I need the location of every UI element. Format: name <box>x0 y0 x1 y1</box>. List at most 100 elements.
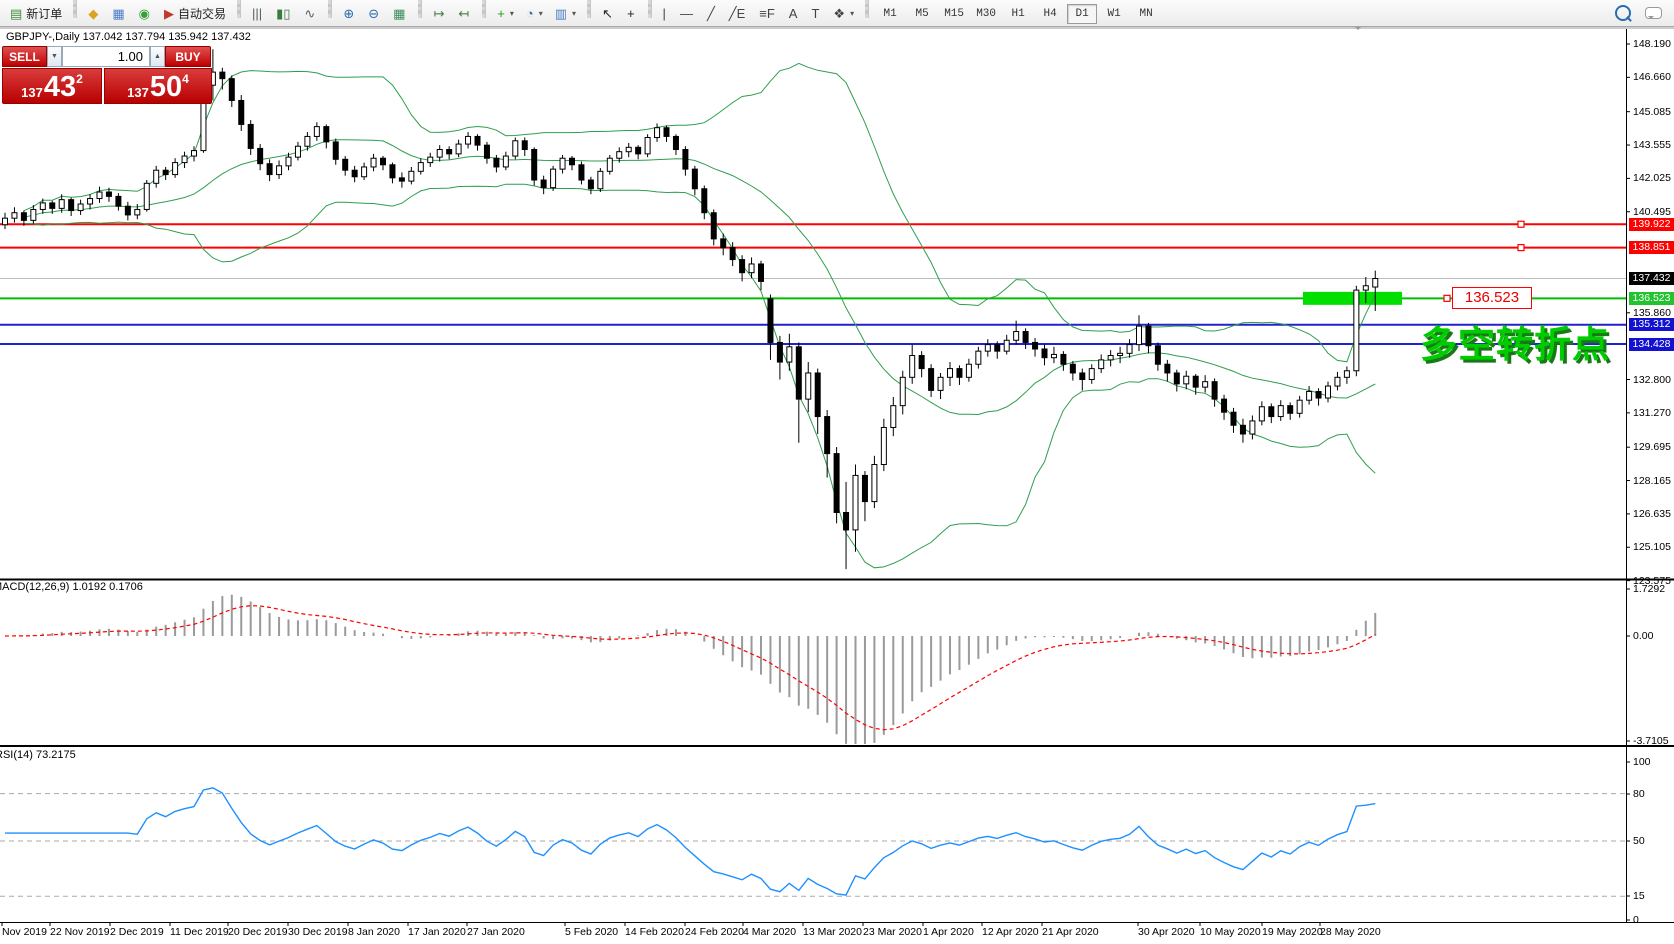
indicators-icon: + <box>497 6 505 22</box>
buy-price-panel[interactable]: 137 50 4 <box>104 68 212 104</box>
candle-body <box>729 247 736 261</box>
candle-body <box>909 355 916 378</box>
templates-button[interactable]: ▥ ▾ <box>550 2 581 26</box>
candle-body <box>1268 406 1275 418</box>
zoom-in-button[interactable]: ⊕ <box>338 2 361 26</box>
fibonacci-button[interactable]: ≡F <box>754 2 782 26</box>
candle-body <box>569 157 575 166</box>
text-icon: A <box>788 6 798 22</box>
crosshair-button[interactable]: + <box>622 2 642 26</box>
channel-button[interactable]: ╱E <box>724 2 753 26</box>
candle-body <box>502 155 509 168</box>
rsi-panel <box>0 787 1626 897</box>
volume-input[interactable]: 1.00 <box>62 46 150 67</box>
hline-button[interactable]: — <box>675 2 700 26</box>
candle-body <box>739 259 746 274</box>
candle-body <box>843 511 850 531</box>
line-anchor-handle[interactable] <box>1517 220 1525 228</box>
indicators-button[interactable]: + ▾ <box>492 2 519 26</box>
volume-decrease-button[interactable]: ▼ <box>47 46 62 67</box>
hline-icon: — <box>679 6 693 22</box>
tile-windows-button[interactable]: ▦ <box>388 2 412 26</box>
cursor-icon: ↖ <box>602 6 613 22</box>
buy-price-big: 50 <box>149 71 183 103</box>
candle-body <box>332 141 339 160</box>
line-chart-button[interactable]: ∿ <box>299 2 322 26</box>
search-icon[interactable] <box>1615 5 1631 21</box>
candle-body <box>1117 352 1124 357</box>
zoom-out-button[interactable]: ⊖ <box>363 2 386 26</box>
candle-body <box>153 169 160 184</box>
label-button[interactable]: T <box>806 2 826 26</box>
auto-scroll-button[interactable]: ↦ <box>428 2 451 26</box>
highlight-rectangle[interactable] <box>1303 291 1402 305</box>
new-order-button[interactable]: ▤ 新订单 <box>5 2 67 26</box>
candle-body <box>1098 359 1105 370</box>
toolbar-separator <box>328 0 333 19</box>
candle-body <box>937 376 944 391</box>
candlestick-button[interactable]: ▮▯ <box>271 2 297 26</box>
timeframe-m5[interactable]: M5 <box>915 7 929 20</box>
line-anchor-handle[interactable] <box>1443 294 1451 302</box>
arrows-button[interactable]: ❖ ▾ <box>828 2 859 26</box>
market-watch-icon[interactable]: ▦ <box>107 2 131 26</box>
candle-body <box>1069 363 1076 374</box>
candle-body <box>880 426 887 466</box>
candle-body <box>606 157 613 172</box>
line-anchor-handle[interactable] <box>1517 243 1525 252</box>
timeframe-m1[interactable]: M1 <box>883 7 897 20</box>
chat-icon[interactable] <box>1645 7 1662 19</box>
templates-icon: ▥ <box>554 6 568 22</box>
candle-body <box>323 126 330 143</box>
vline-button[interactable]: | <box>658 2 673 26</box>
tile-windows-icon: ▦ <box>393 6 406 22</box>
market-watch-icon-icon: ▦ <box>112 6 125 22</box>
candle-body <box>1164 363 1171 374</box>
sell-price-panel[interactable]: 137 43 2 <box>2 68 102 104</box>
candle-body <box>1032 341 1039 350</box>
candle-body <box>49 202 56 209</box>
timeframe-m15[interactable]: M15 <box>944 7 964 20</box>
candle-body <box>2 217 8 226</box>
candle-body <box>1296 399 1303 414</box>
candle-body <box>1353 289 1360 372</box>
buy-price-pip: 4 <box>182 72 189 86</box>
sell-button[interactable]: SELL <box>2 46 47 67</box>
timeframe-d1[interactable]: D1 <box>1067 3 1098 24</box>
candle-body <box>521 140 528 151</box>
cursor-button[interactable]: ↖ <box>597 2 620 26</box>
text-button[interactable]: A <box>784 2 805 26</box>
autotrading-icon: ▶ <box>163 6 174 22</box>
candle-body <box>918 355 925 370</box>
timeframe-h1[interactable]: H1 <box>1011 7 1025 20</box>
candle-body <box>1192 375 1199 388</box>
buy-button[interactable]: BUY <box>165 46 211 67</box>
candle-body <box>219 71 226 80</box>
candle-body <box>134 208 141 216</box>
candle-body <box>578 164 585 181</box>
autotrading-button[interactable]: ▶ 自动交易 <box>159 2 231 26</box>
trendline-button[interactable]: ╱ <box>702 2 722 26</box>
timeframe-mn[interactable]: MN <box>1139 7 1153 20</box>
candle-body <box>285 156 292 167</box>
candle-body <box>474 135 481 146</box>
candle-body <box>984 344 991 352</box>
candle-body <box>1325 385 1331 399</box>
candle-body <box>928 368 935 391</box>
periods-button[interactable]: ◔ ▾ <box>521 2 548 26</box>
timeframe-h4[interactable]: H4 <box>1043 7 1057 20</box>
chart-shift-button[interactable]: ↤ <box>453 2 476 26</box>
macd-panel <box>4 594 1377 744</box>
candle-body <box>465 135 472 145</box>
metaeditor-icon[interactable]: ◆ <box>83 2 105 26</box>
volume-increase-button[interactable]: ▲ <box>150 46 165 67</box>
channel-icon: ╱E <box>728 6 746 22</box>
timeframe-w1[interactable]: W1 <box>1107 7 1121 20</box>
bar-chart-button[interactable]: ||| <box>247 2 269 26</box>
candle-body <box>616 151 623 159</box>
candle-body <box>361 166 368 178</box>
timeframe-m30[interactable]: M30 <box>976 7 996 20</box>
signals-icon[interactable]: ◉ <box>134 2 157 26</box>
candle-body <box>1013 331 1020 341</box>
